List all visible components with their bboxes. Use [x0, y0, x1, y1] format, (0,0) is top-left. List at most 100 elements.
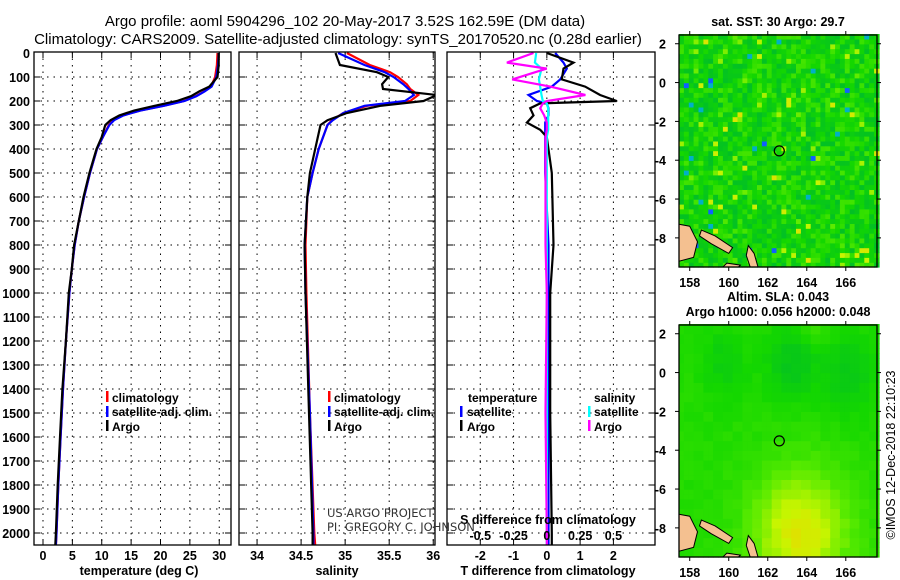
map-cell	[771, 498, 778, 505]
map-cell	[683, 72, 690, 79]
map-cell	[771, 411, 778, 417]
map-cell	[791, 440, 797, 446]
map-cell	[722, 547, 729, 553]
map-cell	[864, 479, 870, 485]
map-cell	[786, 537, 792, 544]
map-cell	[703, 145, 709, 152]
map-cell	[820, 518, 826, 524]
legend-argo: Argo	[334, 420, 362, 434]
map-cell	[800, 262, 807, 268]
map-cell	[698, 343, 704, 349]
map-cell	[727, 233, 734, 239]
map-cell	[800, 552, 807, 558]
map-cell	[708, 518, 714, 524]
map-cell	[761, 518, 768, 524]
map-cell	[737, 87, 743, 93]
map-cell	[820, 464, 826, 471]
map-cell	[727, 48, 734, 55]
map-cell	[864, 228, 870, 234]
map-cell	[864, 102, 870, 108]
map-cell	[791, 194, 797, 200]
map-cell	[830, 184, 836, 190]
map-cell	[718, 411, 724, 417]
map-cell	[864, 58, 870, 64]
map-cell	[830, 358, 836, 364]
map-cell	[747, 126, 753, 132]
map-cell	[752, 169, 758, 176]
map-cell	[693, 387, 700, 393]
map-cell	[835, 328, 841, 335]
map-cell	[781, 426, 787, 432]
map-cell	[839, 348, 846, 354]
map-cell	[776, 208, 782, 215]
map-cell	[844, 262, 851, 268]
map-cell	[708, 450, 714, 456]
map-cell	[786, 508, 792, 514]
map-cell	[786, 174, 792, 181]
map-lat-tick-label: -8	[655, 522, 666, 536]
map-cell	[732, 372, 739, 379]
map-cell	[786, 343, 792, 349]
map-cell	[703, 184, 709, 190]
map-cell	[757, 233, 763, 239]
map-cell	[781, 406, 787, 412]
map-cell	[844, 126, 851, 132]
map-cell	[844, 77, 851, 84]
map-cell	[747, 169, 753, 176]
map-cell	[849, 199, 856, 205]
map-cell	[805, 97, 812, 103]
map-cell	[693, 82, 700, 89]
map-cell	[781, 58, 787, 64]
map-cell	[849, 362, 856, 369]
map-cell	[844, 508, 851, 514]
map-cell	[825, 450, 831, 456]
map-cell	[713, 547, 719, 553]
map-cell	[825, 140, 831, 147]
map-cell	[732, 430, 739, 437]
series-line-temperature-argo	[525, 52, 618, 545]
map-cell	[815, 493, 822, 500]
map-cell	[815, 377, 822, 383]
map-cell	[752, 160, 758, 166]
map-cell	[722, 38, 729, 45]
map-cell	[771, 338, 778, 345]
map-cell	[732, 150, 739, 156]
map-cell	[859, 450, 865, 456]
map-cell	[835, 493, 841, 500]
map-cell	[732, 338, 739, 345]
map-cell	[727, 372, 734, 379]
x-tick-label: -1	[508, 549, 519, 563]
map-cell	[854, 68, 861, 74]
map-cell	[810, 38, 817, 45]
map-cell	[718, 262, 724, 268]
map-cell	[825, 136, 831, 142]
map-cell	[800, 542, 807, 548]
map-cell	[805, 464, 812, 471]
map-cell	[830, 416, 836, 422]
map-cell	[815, 328, 822, 335]
map-cell	[742, 116, 748, 122]
map-cell	[718, 358, 724, 364]
map-cell	[781, 411, 787, 417]
map-cell	[810, 189, 817, 195]
map-cell	[781, 34, 787, 40]
depth-tick-label: 800	[9, 239, 30, 253]
map-cell	[766, 493, 773, 500]
map-cell	[679, 426, 685, 432]
map-cell	[844, 38, 851, 45]
map-cell	[815, 87, 822, 93]
map-cell	[761, 136, 768, 142]
map-cell	[737, 518, 743, 524]
map-cell	[688, 426, 695, 432]
map-cell	[766, 203, 773, 210]
map-cell	[718, 547, 724, 553]
map-cell	[688, 377, 695, 383]
map-cell	[693, 459, 700, 466]
map-cell	[761, 382, 768, 388]
map-cell	[703, 111, 709, 118]
map-cell	[727, 92, 734, 98]
map-cell	[786, 189, 792, 195]
map-cell	[708, 324, 714, 330]
map-cell	[679, 450, 685, 456]
